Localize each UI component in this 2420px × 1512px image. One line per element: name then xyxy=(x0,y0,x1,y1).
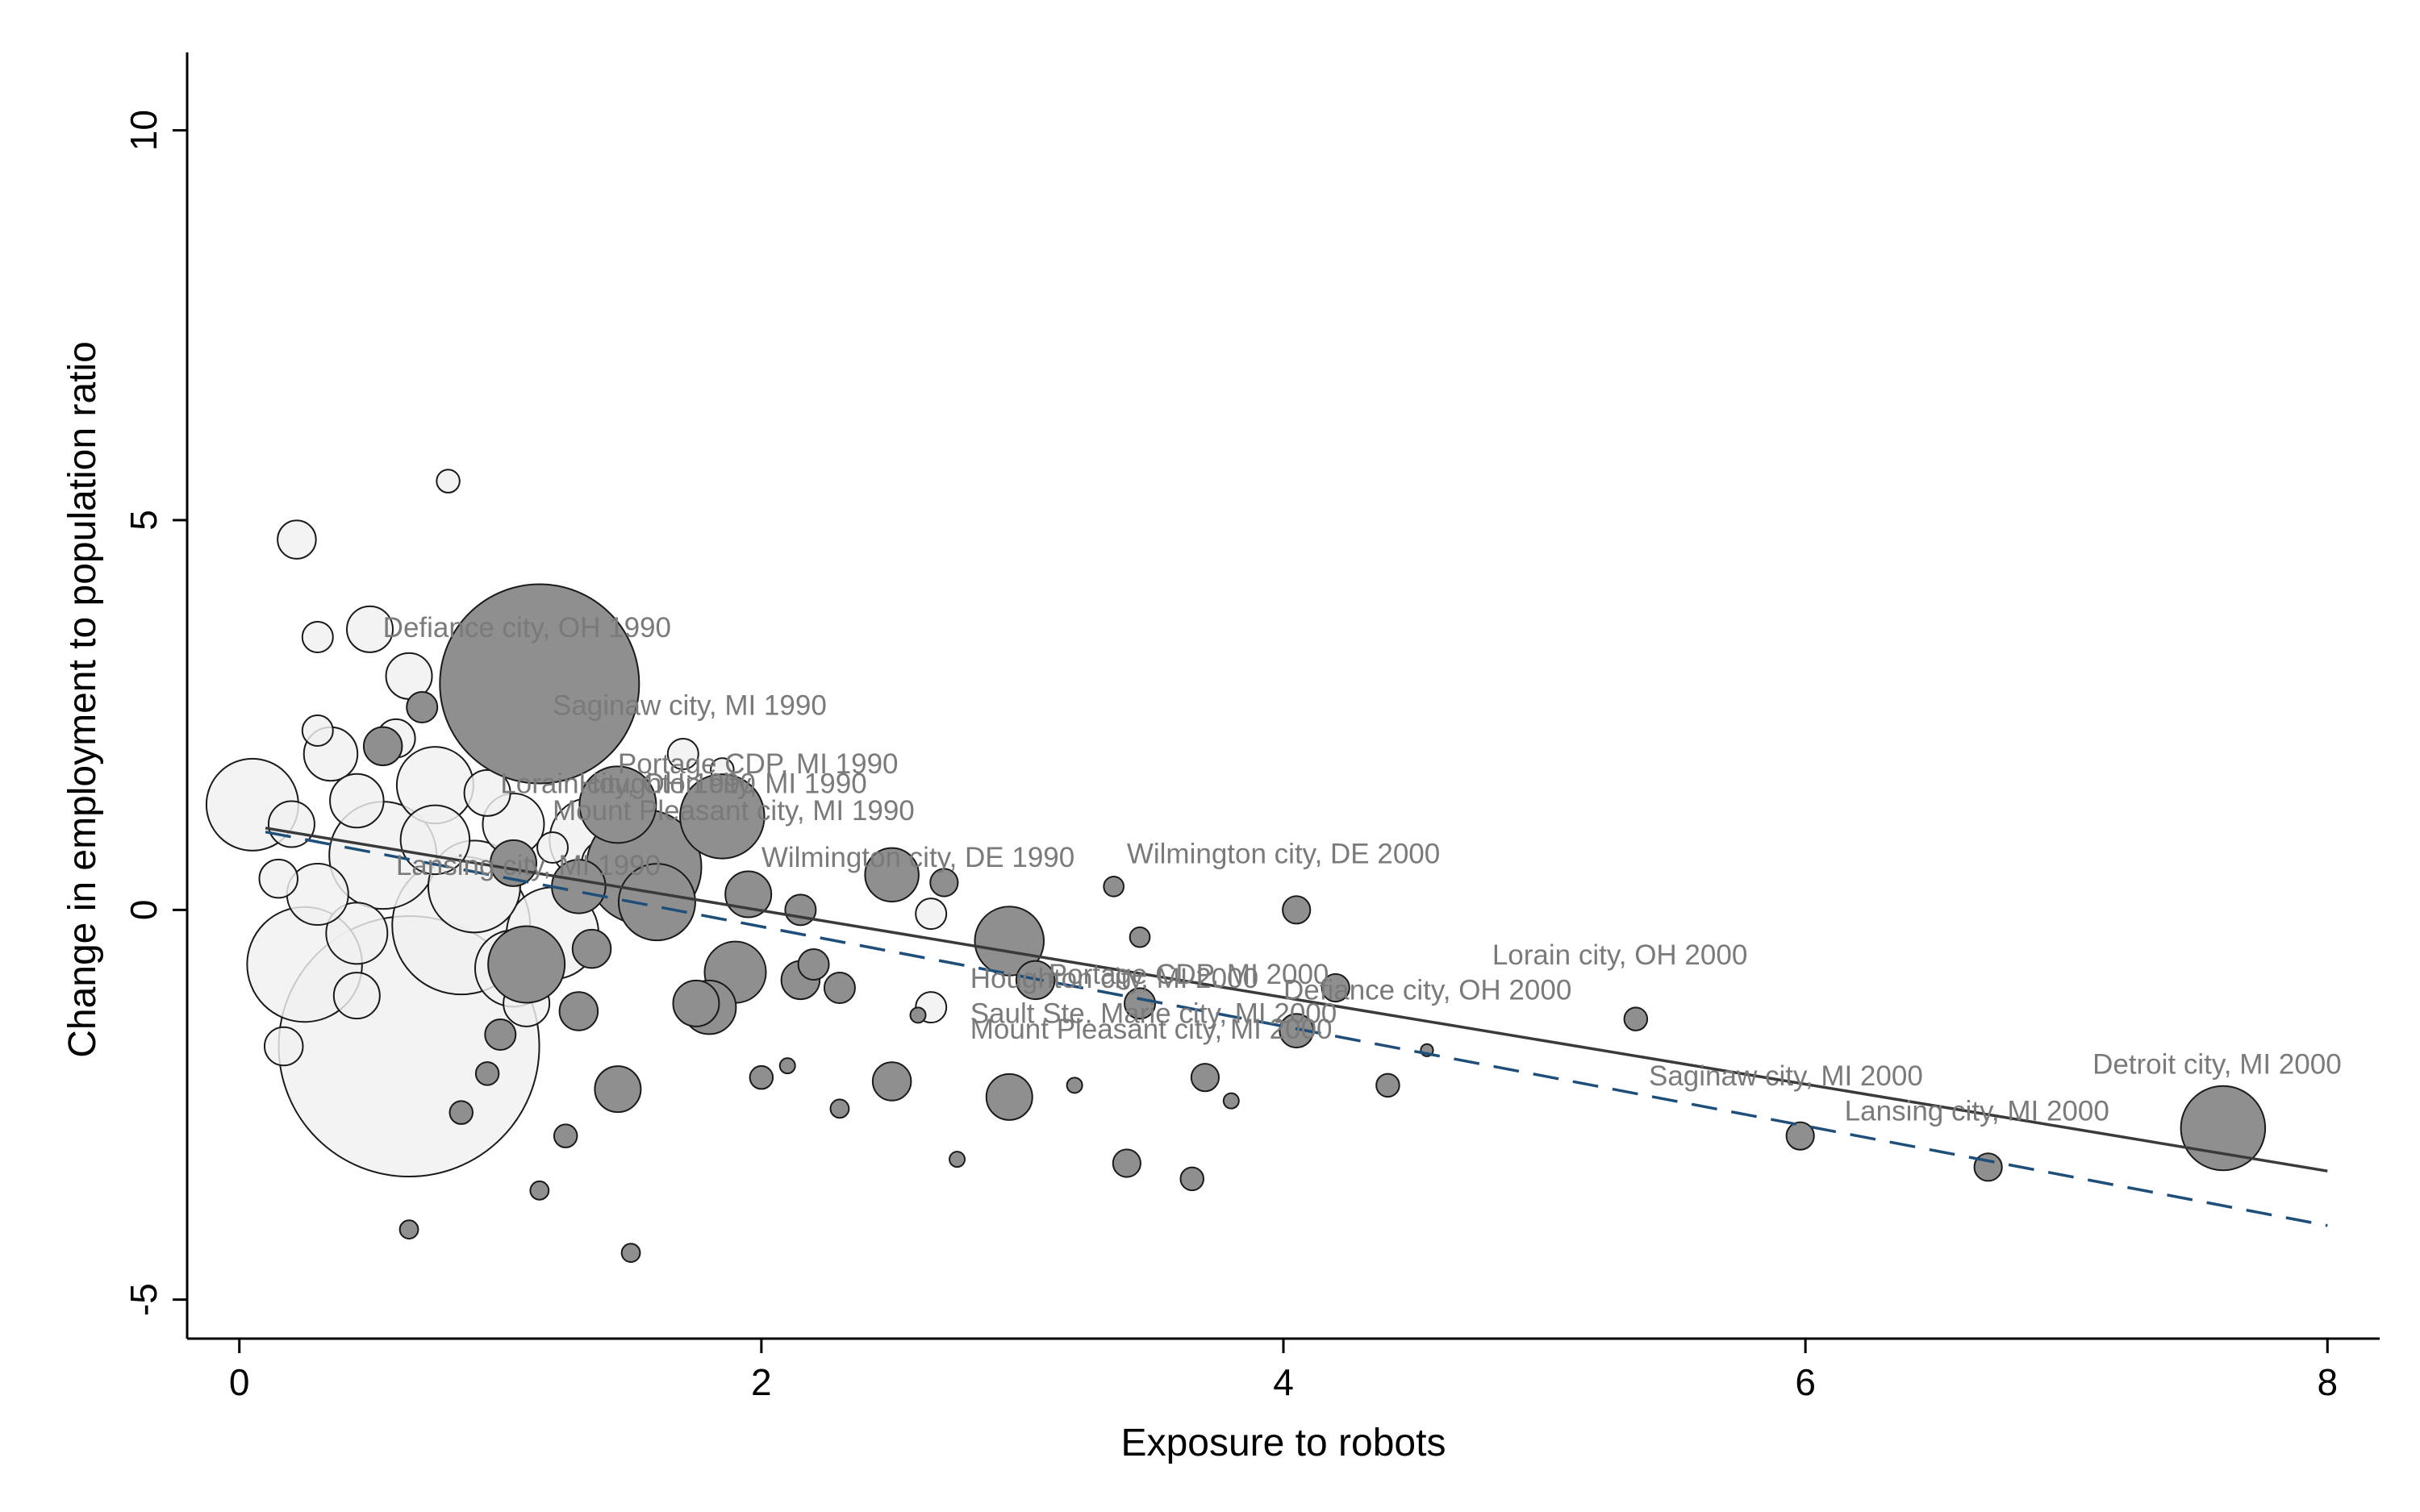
data-point-1990 xyxy=(536,831,569,864)
fit-line-dashed xyxy=(265,830,2328,1227)
data-point-2000 xyxy=(1124,987,1157,1020)
data-point-1990 xyxy=(436,469,461,494)
fit-line-solid xyxy=(265,827,2328,1173)
point-label: Mount Pleasant city, MI 2000 xyxy=(970,1014,1333,1045)
data-point-2000 xyxy=(487,925,566,1004)
data-point-1990 xyxy=(277,519,317,560)
y-axis-ticks: -5 0 5 10 xyxy=(123,110,187,1316)
point-label: Defiance city, OH 2000 xyxy=(1283,975,1571,1006)
data-point-2000 xyxy=(529,1180,550,1201)
point-label: Portage CDP, MI 2000 xyxy=(1049,959,1329,990)
point-label: Saginaw city, MI 1990 xyxy=(553,690,827,722)
point-label: Wilmington city, DE 1990 xyxy=(761,842,1074,873)
data-point-2000 xyxy=(784,893,817,927)
data-point-1990 xyxy=(915,898,948,931)
data-point-2000 xyxy=(1623,1006,1649,1031)
data-point-2000 xyxy=(1112,1148,1141,1178)
data-point-2000 xyxy=(406,691,439,723)
fit-lines xyxy=(265,827,2328,1227)
data-point-2000 xyxy=(578,765,657,844)
data-point-2000 xyxy=(1282,895,1312,925)
data-point-2000 xyxy=(985,1073,1033,1121)
data-point-2000 xyxy=(909,1006,927,1024)
data-point-2000 xyxy=(1222,1092,1240,1110)
data-point-2000 xyxy=(1375,1073,1400,1098)
data-point-2000 xyxy=(439,583,640,785)
data-point-2000 xyxy=(1190,1063,1220,1093)
point-labels: Defiance city, OH 1990 Saginaw city, MI 1… xyxy=(383,612,2342,1127)
point-label: Saginaw city, MI 2000 xyxy=(1649,1060,1923,1092)
data-point-1990 xyxy=(325,902,389,965)
data-point-2000 xyxy=(1103,875,1125,898)
data-point-2000 xyxy=(449,1100,474,1125)
data-point-2000 xyxy=(484,1018,517,1051)
data-point-1990 xyxy=(463,768,511,817)
x-axis-ticks: 0 2 4 6 8 xyxy=(229,1339,2338,1403)
y-axis-title: Change in employment to population ratio xyxy=(61,341,104,1058)
data-point-1990 xyxy=(346,605,394,653)
data-point-2000 xyxy=(797,948,830,981)
x-tick-label: 6 xyxy=(1795,1361,1816,1403)
data-point-2000 xyxy=(558,991,599,1031)
axes: 0 2 4 6 8 -5 0 5 10 Exposure to robots Change i… xyxy=(61,52,2380,1464)
point-label: Sault Ste. Marie city, MI 2000 xyxy=(970,998,1337,1030)
data-point-2000 xyxy=(1321,973,1350,1003)
data-point-1990 xyxy=(329,773,385,829)
data-point-2000 xyxy=(974,906,1045,977)
data-point-2000 xyxy=(823,972,856,1004)
data-points xyxy=(205,469,2267,1264)
data-point-2000 xyxy=(1785,1121,1815,1151)
point-label: Wilmington city, DE 2000 xyxy=(1127,838,1440,869)
x-tick-label: 2 xyxy=(751,1361,772,1403)
y-tick-label: -5 xyxy=(123,1283,165,1316)
data-point-2000 xyxy=(362,726,403,767)
data-point-2000 xyxy=(1179,1166,1204,1192)
data-point-1990 xyxy=(666,738,699,770)
point-label: Portage CDP, MI 1990 xyxy=(618,748,899,780)
data-point-1990 xyxy=(399,804,471,876)
point-label: Lansing city, MI 2000 xyxy=(1845,1095,2109,1127)
data-point-2000 xyxy=(864,847,920,903)
data-point-2000 xyxy=(398,1219,419,1240)
data-point-1990 xyxy=(258,858,298,899)
x-tick-label: 4 xyxy=(1273,1361,1294,1403)
x-axis-title: Exposure to robots xyxy=(1121,1422,1446,1464)
data-point-2000 xyxy=(620,1243,641,1264)
data-point-2000 xyxy=(929,868,959,898)
data-point-2000 xyxy=(1973,1152,2003,1182)
point-label: Lansing city, MI 1990 xyxy=(396,850,661,881)
point-label: Detroit city, MI 2000 xyxy=(2092,1048,2342,1080)
point-label: Houghton city, MI 1990 xyxy=(578,768,866,799)
y-tick-label: 10 xyxy=(123,110,165,151)
data-point-2000 xyxy=(1129,926,1151,948)
point-label: Houghton city, MI 2000 xyxy=(970,963,1258,994)
point-label: Defiance city, OH 1990 xyxy=(383,612,671,644)
data-point-2000 xyxy=(571,928,612,969)
data-point-2000 xyxy=(489,839,537,887)
data-point-2000 xyxy=(594,1065,642,1114)
data-point-2000 xyxy=(553,1123,578,1148)
point-label: Lorain city, OH 1990 xyxy=(500,768,755,799)
x-tick-label: 8 xyxy=(2317,1361,2338,1403)
data-point-2000 xyxy=(617,863,696,942)
data-point-1990 xyxy=(301,714,334,747)
data-point-2000 xyxy=(778,1057,796,1075)
point-label: Mount Pleasant city, MI 1990 xyxy=(553,795,915,827)
data-point-2000 xyxy=(949,1151,966,1168)
data-point-2000 xyxy=(1066,1077,1083,1094)
x-tick-label: 0 xyxy=(229,1361,250,1403)
data-point-2000 xyxy=(829,1098,850,1119)
data-point-2000 xyxy=(871,1061,912,1102)
data-point-1990 xyxy=(263,1026,304,1067)
y-tick-label: 5 xyxy=(123,510,165,531)
data-point-1990 xyxy=(332,972,381,1020)
point-label: Lorain city, OH 2000 xyxy=(1492,939,1747,971)
data-point-1990 xyxy=(301,621,334,653)
data-point-2000 xyxy=(749,1064,774,1090)
data-point-2000 xyxy=(474,1061,500,1086)
y-tick-label: 0 xyxy=(123,900,165,921)
data-point-2000 xyxy=(672,979,720,1027)
data-point-2000 xyxy=(679,773,766,860)
